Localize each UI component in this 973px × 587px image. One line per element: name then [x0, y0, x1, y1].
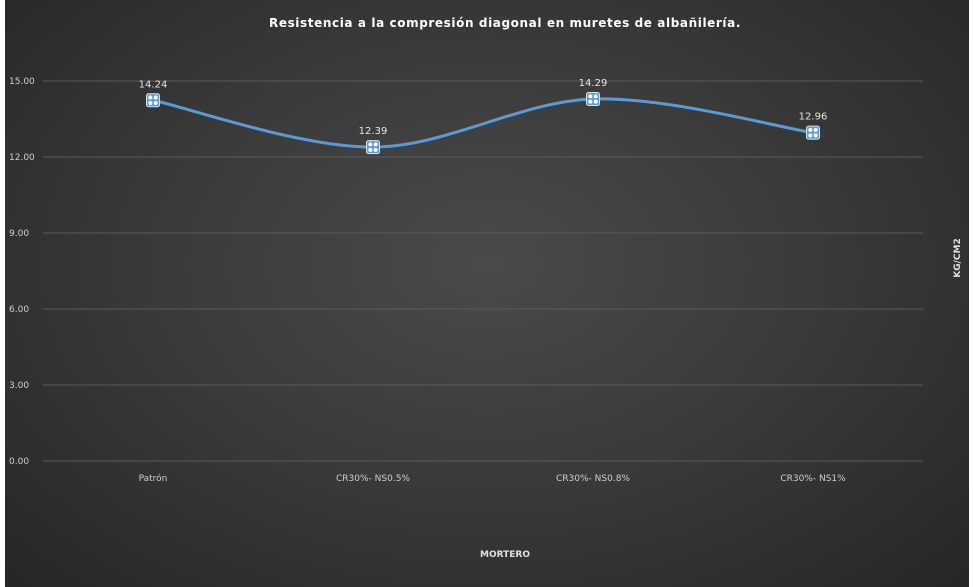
x-category-label: CR30%- NS0.5%: [336, 474, 410, 484]
y-tick-label: 12.00: [9, 153, 35, 163]
data-label: 12.96: [799, 112, 828, 123]
data-point-marker: [586, 91, 600, 106]
x-axis-categories: Patrón CR30%- NS0.5% CR30%- NS0.8% CR30%- N…: [139, 473, 847, 484]
line-chart: Resistencia a la compresión diagonal en …: [9, 16, 963, 560]
data-label: 12.39: [359, 126, 388, 137]
y-tick-label: 15.00: [9, 77, 35, 87]
y-tick-label: 3.00: [9, 381, 29, 391]
y-tick-label: 9.00: [9, 229, 29, 239]
x-category-label: Patrón: [139, 473, 168, 484]
data-label: 14.24: [139, 79, 168, 90]
x-axis-title: MORTERO: [480, 550, 530, 560]
x-category-label: CR30%- NS0.8%: [556, 474, 630, 484]
chart-area: Resistencia a la compresión diagonal en …: [5, 0, 969, 587]
data-point-marker: [366, 140, 380, 155]
series-line: [151, 97, 815, 149]
data-point-marker: [806, 125, 820, 140]
gridlines: [43, 80, 923, 462]
data-markers: [146, 91, 820, 155]
data-point-marker: [146, 93, 160, 108]
y-axis-title: KG/CM2: [953, 238, 963, 277]
data-labels: 14.24 12.39 14.29 12.96: [139, 78, 828, 137]
y-tick-label: 0.00: [9, 457, 29, 467]
y-tick-label: 6.00: [9, 305, 29, 315]
y-axis-ticks: 0.00 3.00 6.00 9.00 12.00 15.00: [9, 77, 35, 467]
data-label: 14.29: [579, 78, 608, 89]
chart-title: Resistencia a la compresión diagonal en …: [269, 16, 741, 30]
x-category-label: CR30%- NS1%: [780, 474, 846, 484]
